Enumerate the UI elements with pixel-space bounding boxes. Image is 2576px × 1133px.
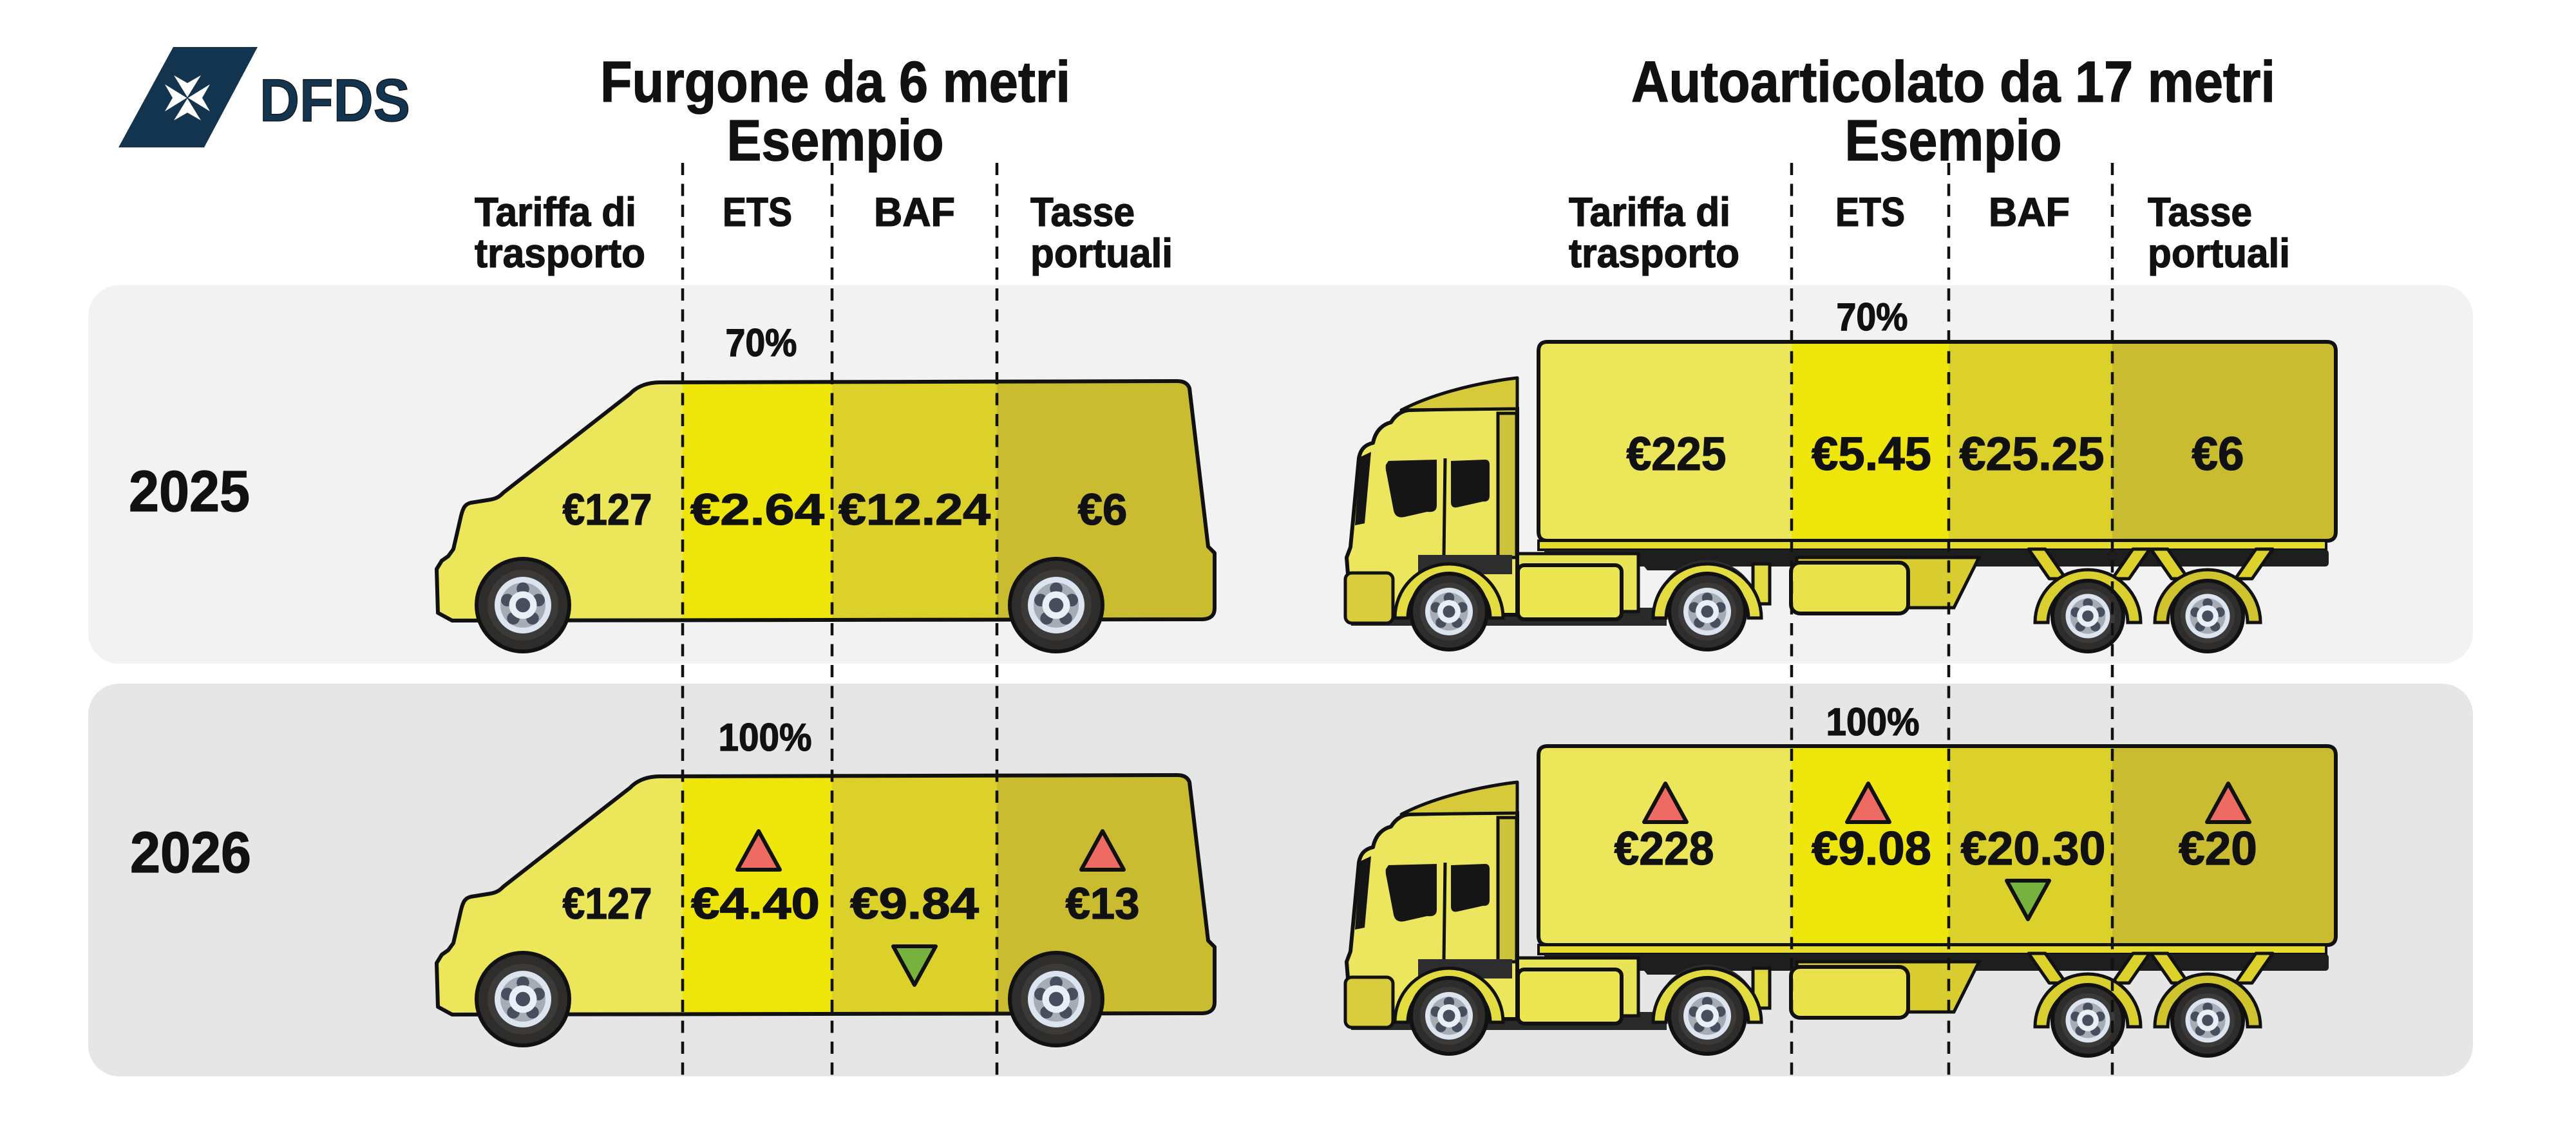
- svg-text:2026: 2026: [130, 821, 251, 885]
- svg-text:Furgone da 6 metri: Furgone da 6 metri: [600, 50, 1070, 115]
- svg-text:€127: €127: [563, 879, 652, 928]
- svg-text:€9.08: €9.08: [1812, 823, 1931, 875]
- svg-text:DFDS: DFDS: [260, 66, 410, 134]
- svg-text:2025: 2025: [129, 460, 250, 524]
- svg-text:100%: 100%: [1826, 700, 1920, 744]
- svg-text:trasporto: trasporto: [475, 231, 645, 276]
- svg-text:Tariffa di: Tariffa di: [1569, 190, 1730, 235]
- svg-text:Esempio: Esempio: [727, 109, 944, 173]
- svg-text:ETS: ETS: [723, 190, 792, 235]
- svg-text:Autoarticolato da 17 metri: Autoarticolato da 17 metri: [1631, 50, 2275, 115]
- svg-text:70%: 70%: [726, 321, 797, 364]
- svg-text:€225: €225: [1627, 428, 1727, 480]
- svg-text:€6: €6: [2192, 428, 2244, 480]
- svg-text:trasporto: trasporto: [1569, 231, 1739, 276]
- svg-text:Tariffa di: Tariffa di: [475, 190, 636, 235]
- svg-text:€12.24: €12.24: [838, 485, 990, 534]
- svg-text:Esempio: Esempio: [1845, 109, 2062, 173]
- svg-text:BAF: BAF: [874, 190, 955, 235]
- svg-text:€2.64: €2.64: [690, 485, 824, 534]
- svg-text:€4.40: €4.40: [691, 879, 820, 928]
- svg-text:€20: €20: [2179, 823, 2257, 875]
- svg-text:portuali: portuali: [1030, 231, 1173, 276]
- svg-text:€20.30: €20.30: [1961, 823, 2106, 875]
- svg-text:Tasse: Tasse: [1030, 190, 1135, 235]
- svg-text:BAF: BAF: [1989, 190, 2070, 235]
- svg-text:€5.45: €5.45: [1812, 428, 1931, 480]
- svg-text:ETS: ETS: [1835, 190, 1905, 235]
- svg-text:portuali: portuali: [2148, 231, 2290, 276]
- svg-text:100%: 100%: [719, 716, 812, 759]
- svg-text:€127: €127: [563, 485, 652, 534]
- svg-text:€25.25: €25.25: [1960, 428, 2105, 480]
- svg-text:€228: €228: [1615, 823, 1714, 875]
- svg-text:€9.84: €9.84: [850, 879, 979, 928]
- svg-text:€6: €6: [1078, 485, 1128, 534]
- svg-text:Tasse: Tasse: [2148, 190, 2252, 235]
- svg-text:70%: 70%: [1837, 295, 1908, 339]
- svg-text:€13: €13: [1065, 879, 1139, 928]
